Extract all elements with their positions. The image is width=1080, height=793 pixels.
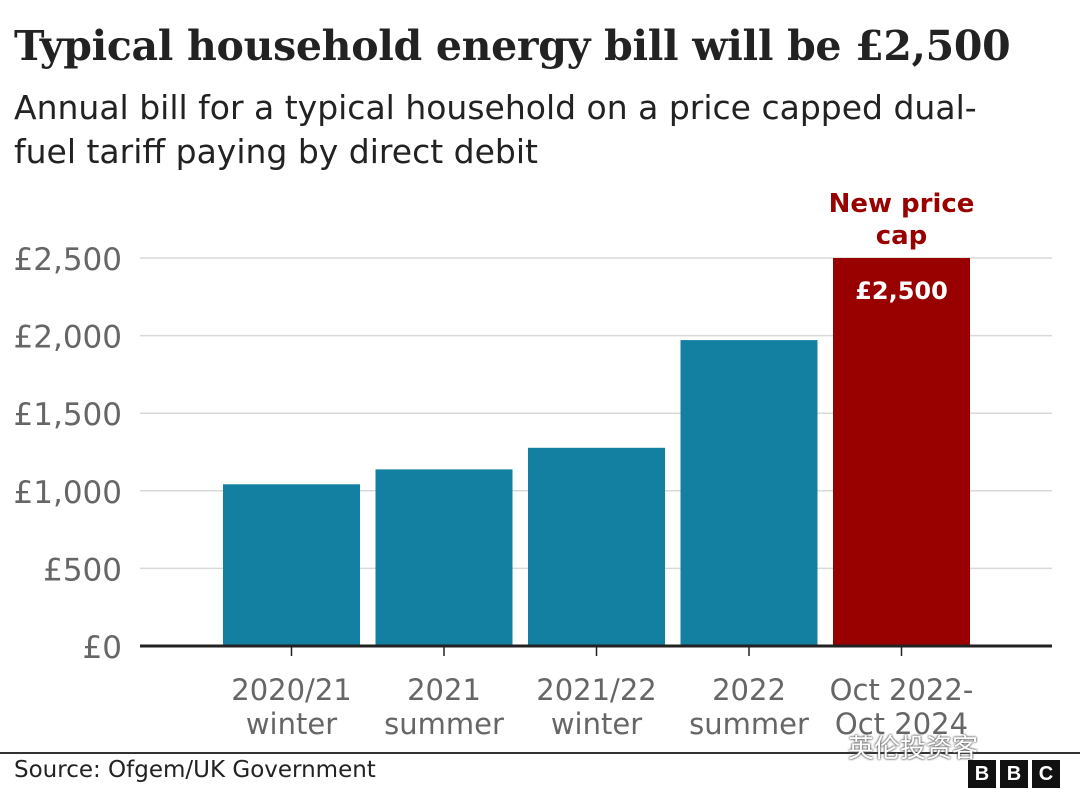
- x-tick-label: 2022: [712, 673, 786, 707]
- bar: [680, 340, 818, 646]
- y-tick-label: £1,000: [14, 475, 122, 511]
- x-tick-label: Oct 2022-: [830, 673, 974, 707]
- bar: [375, 469, 513, 646]
- bar-value-label: £2,500: [855, 277, 948, 305]
- y-tick-label: £2,500: [14, 242, 122, 278]
- price-cap-annotation: cap: [876, 221, 928, 251]
- x-tick-label: winter: [551, 707, 642, 741]
- chart-subtitle: Annual bill for a typical household on a…: [14, 88, 977, 171]
- bbc-logo: B B C: [968, 760, 1060, 788]
- y-tick-label: £2,000: [14, 320, 122, 356]
- x-tick-label: 2021: [407, 673, 481, 707]
- footer-divider: [0, 752, 1080, 754]
- logo-letter-2: B: [1000, 760, 1028, 788]
- bar: [528, 447, 665, 646]
- y-tick-label: £1,500: [14, 397, 122, 433]
- x-tick-label: summer: [689, 707, 809, 741]
- bar: [833, 258, 970, 646]
- x-tick-label: 2020/21: [231, 673, 351, 707]
- bar-chart: £0£500£1,000£1,500£2,000£2,5002020/21win…: [14, 189, 1052, 741]
- y-tick-label: £0: [83, 630, 122, 666]
- x-tick-label: 2021/22: [536, 673, 656, 707]
- price-cap-annotation: New price: [829, 189, 975, 219]
- y-tick-label: £500: [43, 552, 122, 588]
- x-tick-label: winter: [246, 707, 337, 741]
- logo-letter-3: C: [1032, 760, 1060, 788]
- chart-title: Typical household energy bill will be £2…: [14, 22, 1011, 70]
- source-note: Source: Ofgem/UK Government: [14, 757, 376, 783]
- x-tick-label: summer: [384, 707, 504, 741]
- watermark-text: 英伦投资客: [848, 734, 979, 764]
- x-tick-label: Oct 2024: [835, 707, 968, 741]
- bar: [223, 484, 360, 646]
- logo-letter-1: B: [968, 760, 996, 788]
